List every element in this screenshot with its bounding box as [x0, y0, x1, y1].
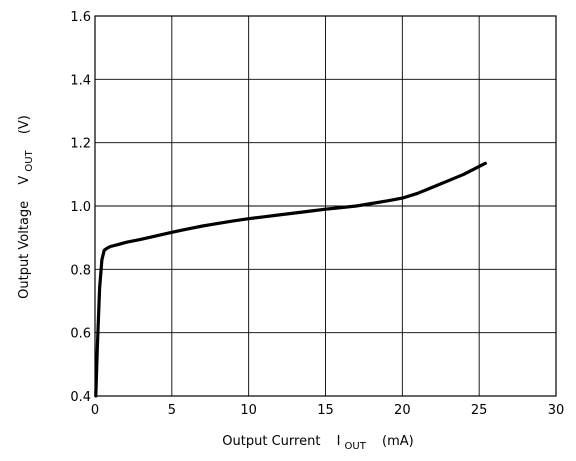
y-tick-labels: 0.4 0.6 0.8 1.0 1.2 1.4 1.6 — [70, 10, 91, 405]
y-axis-label-prefix: Output Voltage — [17, 201, 32, 299]
series-lines — [94, 161, 487, 398]
x-axis-label-subscript: OUT — [345, 441, 367, 452]
y-tick-label: 1.2 — [70, 137, 91, 152]
grid-lines — [94, 15, 557, 397]
series-line-0 — [94, 161, 487, 398]
y-axis-label-subscript: OUT — [24, 149, 35, 171]
y-tick-label: 1.4 — [70, 73, 91, 88]
x-tick-label: 25 — [471, 403, 488, 418]
y-tick-label: 1.0 — [70, 200, 91, 215]
y-tick-label: 0.8 — [70, 263, 91, 278]
y-tick-label: 0.6 — [70, 327, 91, 342]
x-tick-label: 5 — [168, 403, 176, 418]
x-axis-label-unit: (mA) — [382, 434, 414, 449]
x-axis-label: Output Current I OUT (mA) — [222, 434, 413, 453]
plot-frame — [94, 15, 557, 397]
y-axis-label-unit: (V) — [17, 115, 32, 134]
y-tick-label: 1.6 — [70, 10, 91, 25]
x-tick-labels: 0 5 10 15 20 25 30 — [91, 403, 564, 418]
x-tick-label: 15 — [317, 403, 334, 418]
y-axis-label-symbol: V — [17, 176, 32, 185]
x-axis-label-symbol: I — [337, 434, 341, 449]
x-tick-label: 0 — [91, 403, 99, 418]
y-tick-label: 0.4 — [70, 390, 91, 405]
x-tick-label: 30 — [548, 403, 565, 418]
x-tick-label: 20 — [394, 403, 411, 418]
y-axis-label: Output Voltage V OUT (V) — [17, 115, 36, 299]
x-axis-label-prefix: Output Current — [222, 434, 320, 449]
x-tick-label: 10 — [240, 403, 257, 418]
